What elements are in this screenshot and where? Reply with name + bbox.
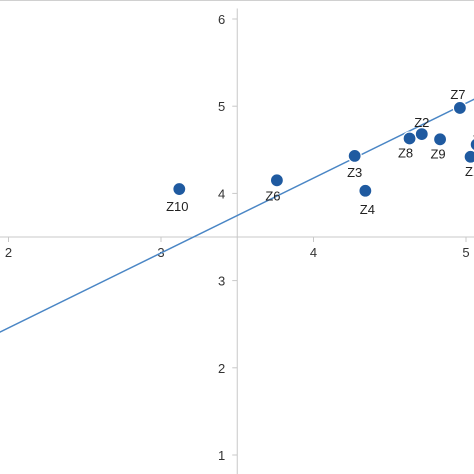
data-point-z3	[347, 148, 362, 164]
point-label-z4: Z4	[360, 202, 375, 217]
x-tick-label: 2	[5, 245, 12, 260]
point-label-z7: Z7	[450, 87, 465, 102]
data-point-z2	[414, 127, 429, 142]
data-point-z1	[463, 149, 474, 164]
data-point-z6	[269, 173, 284, 188]
axes: 2345123456	[0, 8, 474, 474]
data-point-z8	[402, 131, 417, 146]
data-point-z9	[432, 132, 448, 147]
data-point-z5	[469, 137, 474, 152]
y-tick-label: 2	[218, 361, 225, 376]
point-labels-group: Z10Z6Z3Z4Z8Z2Z9Z7Z1Z5	[166, 87, 474, 217]
data-point-z7	[452, 100, 467, 116]
y-tick-label: 6	[218, 12, 225, 27]
point-label-z6: Z6	[265, 188, 280, 203]
data-point-z10	[172, 181, 187, 197]
trendline	[0, 98, 474, 333]
points-group	[172, 100, 474, 198]
data-point-z4	[358, 183, 373, 198]
point-label-z3: Z3	[347, 165, 362, 180]
point-label-z9: Z9	[430, 146, 445, 161]
point-label-z10: Z10	[166, 199, 188, 214]
point-label-z1: Z1	[465, 164, 474, 179]
trendline-group	[0, 98, 474, 333]
x-tick-label: 4	[310, 245, 317, 260]
y-tick-label: 3	[218, 274, 225, 289]
x-tick-label: 5	[462, 245, 469, 260]
y-tick-label: 4	[218, 186, 225, 201]
point-label-z8: Z8	[398, 145, 413, 160]
y-tick-label: 5	[218, 99, 225, 114]
y-tick-label: 1	[218, 448, 225, 463]
point-label-z2: Z2	[414, 115, 429, 130]
